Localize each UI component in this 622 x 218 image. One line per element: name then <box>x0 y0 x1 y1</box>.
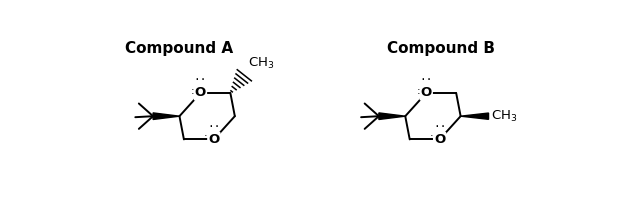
Text: O: O <box>420 87 432 99</box>
Text: ··: ·· <box>433 121 447 131</box>
Text: ··: ·· <box>419 75 433 85</box>
Text: ··: ·· <box>193 75 207 85</box>
Text: O: O <box>434 133 445 146</box>
Text: Compound A: Compound A <box>125 41 233 56</box>
Text: O: O <box>195 87 206 99</box>
Text: :: : <box>416 86 420 96</box>
Text: CH$_3$: CH$_3$ <box>248 56 274 71</box>
Text: O: O <box>208 133 220 146</box>
Polygon shape <box>379 113 406 119</box>
Text: :: : <box>190 86 194 96</box>
Text: :: : <box>204 132 208 142</box>
Text: CH$_3$: CH$_3$ <box>491 109 517 124</box>
Text: ··: ·· <box>207 121 221 131</box>
Polygon shape <box>153 113 180 119</box>
Polygon shape <box>461 113 488 119</box>
Text: :: : <box>430 132 434 142</box>
Text: Compound B: Compound B <box>386 41 494 56</box>
